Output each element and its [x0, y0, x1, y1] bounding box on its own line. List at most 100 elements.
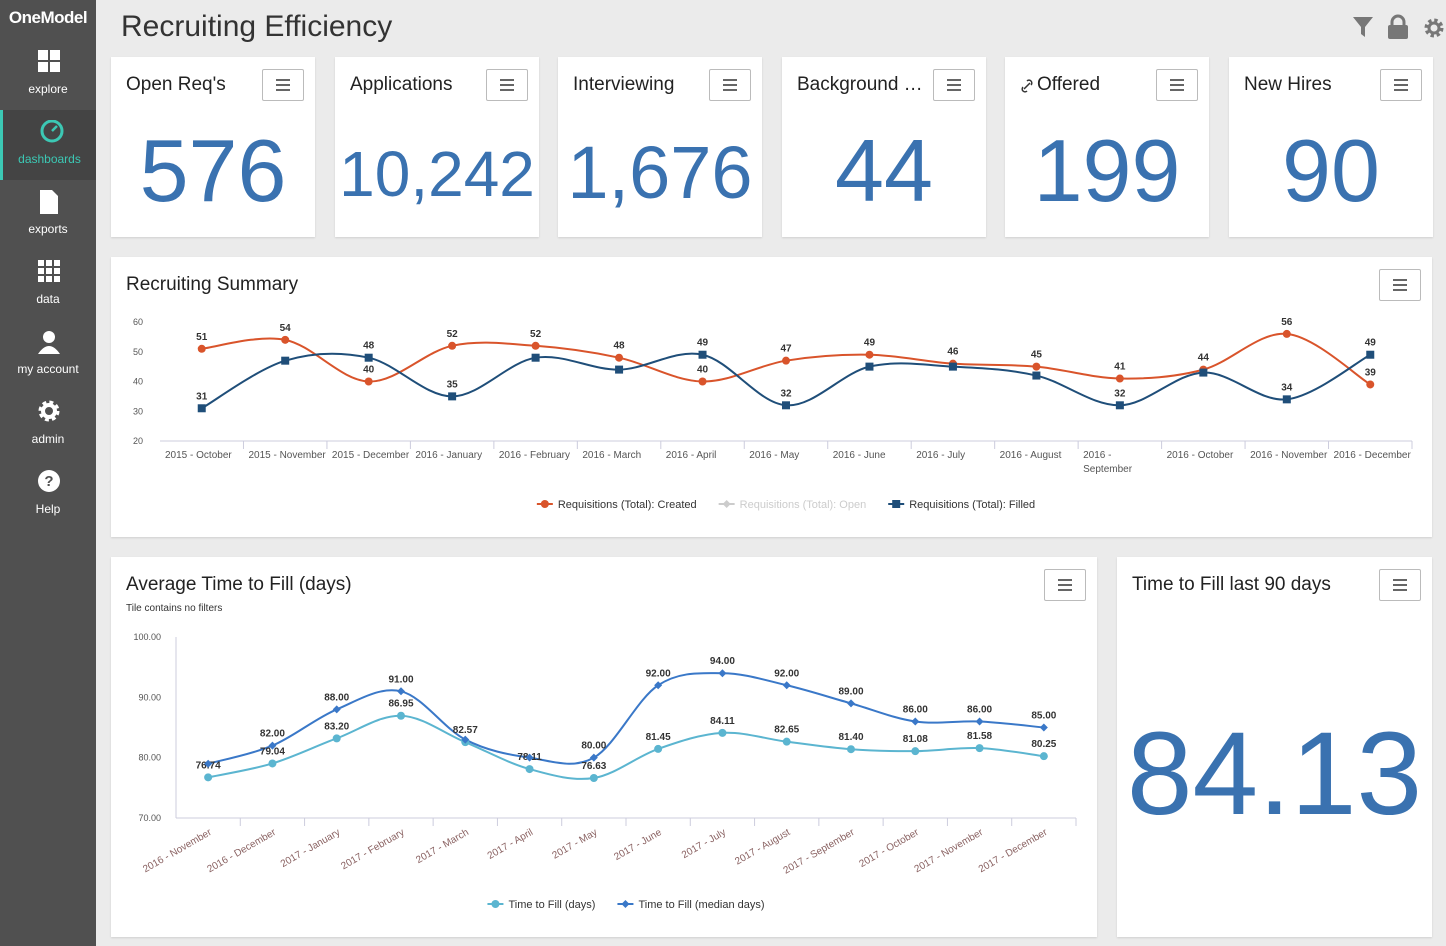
data-label: 92.00: [774, 668, 799, 679]
marker: [364, 377, 373, 386]
y-tick-label: 70.00: [138, 813, 161, 823]
data-label: 49: [1365, 338, 1377, 349]
summary-card: Recruiting Summary 20 30 40 50 60 2015 - Octo…: [111, 257, 1432, 537]
kpi-card: New Hires 90: [1229, 57, 1433, 237]
menu-button[interactable]: [1044, 569, 1086, 601]
marker: [448, 341, 457, 350]
x-tick-label-box: 2016 - March: [582, 450, 641, 461]
marker: [698, 377, 707, 386]
chart: 70.00 80.00 90.00 100.00 2016 - November2016…: [133, 632, 1077, 911]
marker: [1039, 752, 1048, 761]
y-tick-label: 80.00: [138, 753, 161, 763]
y-tick-label: 100.00: [133, 632, 161, 642]
x-tick-label-box: 2016 - December: [1334, 450, 1411, 461]
data-label: 41: [1114, 362, 1126, 373]
marker: [268, 759, 277, 768]
legend-label: Requisitions (Total): Filled: [909, 499, 1035, 511]
marker: [911, 717, 920, 726]
kpi-title: Background …: [797, 74, 923, 95]
data-label: 92.00: [646, 668, 671, 679]
y-tick-label: 90.00: [138, 692, 161, 702]
marker: [654, 681, 663, 690]
x-tick-label: 2016 - August: [999, 450, 1062, 461]
x-tick-label-box: 2016 - August: [999, 450, 1062, 461]
legend: Requisitions (Total): Created Requisition…: [536, 499, 1035, 511]
marker: [782, 681, 791, 690]
nav-label: data: [36, 292, 60, 306]
settings-icon[interactable]: [1424, 18, 1444, 38]
marker: [540, 500, 549, 508]
logo: OneModel: [8, 8, 88, 27]
lock-icon[interactable]: [1388, 25, 1408, 39]
legend-item[interactable]: Requisitions (Total): Created: [536, 499, 697, 511]
data-label: 81.58: [967, 731, 992, 742]
legend-item[interactable]: Requisitions (Total): Open: [718, 499, 867, 511]
nav-item[interactable]: dashboards: [0, 110, 96, 180]
marker: [332, 705, 341, 714]
data-label: 35: [447, 379, 459, 390]
marker: [1282, 395, 1291, 404]
legend: Time to Fill (days) Time to Fill (median …: [487, 899, 765, 911]
nav-item[interactable]: ? Help: [0, 460, 96, 530]
kpi-title: Offered: [1037, 74, 1101, 95]
marker: [525, 753, 534, 762]
time-to-fill-card: Average Time to Fill (days) Tile contain…: [111, 557, 1097, 937]
marker: [281, 356, 290, 365]
menu-button[interactable]: [1156, 69, 1198, 101]
menu-button[interactable]: [1379, 569, 1421, 601]
legend-item[interactable]: Requisitions (Total): Filled: [888, 499, 1035, 511]
x-tick-label-box: 2015 - October: [165, 450, 232, 461]
nav-item[interactable]: admin: [0, 390, 96, 460]
data-label: 82.65: [774, 725, 799, 736]
menu-button[interactable]: [486, 69, 528, 101]
y-tick-label: 20: [133, 436, 143, 446]
marker: [615, 365, 624, 374]
marker: [281, 335, 290, 344]
x-tick-label: 2016 - November: [1250, 450, 1328, 461]
card-title: Time to Fill last 90 days: [1132, 574, 1331, 595]
menu-button[interactable]: [933, 69, 975, 101]
data-label: 48: [363, 341, 375, 352]
nav-label: dashboards: [18, 152, 81, 166]
card-subtitle: Tile contains no filters: [126, 603, 223, 614]
marker: [782, 401, 790, 410]
kpi-value: 44: [835, 121, 933, 221]
data-label: 85.00: [1031, 711, 1056, 722]
data-label: 86.00: [903, 704, 928, 715]
marker: [1032, 371, 1041, 380]
menu-button[interactable]: [709, 69, 751, 101]
marker: [531, 353, 540, 362]
nav-item[interactable]: my account: [0, 320, 96, 390]
x-tick-label-box: 2016 - January: [415, 450, 482, 461]
x-tick-label: 2017 - August: [733, 827, 792, 867]
data-label: 79.04: [260, 746, 285, 757]
marker: [589, 773, 598, 782]
toolbar: [1353, 14, 1444, 39]
data-label: 47: [780, 344, 792, 355]
nav-icon: [38, 50, 60, 72]
nav-icon: [38, 400, 60, 422]
nav-item[interactable]: exports: [0, 180, 96, 250]
x-tick-label: 2015 - October: [165, 450, 232, 461]
marker: [718, 728, 727, 737]
kpi-card: Background … 44: [782, 57, 986, 237]
marker: [491, 900, 500, 908]
kpi-value: 1,676: [567, 131, 753, 215]
menu-button[interactable]: [262, 69, 304, 101]
legend-item[interactable]: Time to Fill (median days): [617, 899, 765, 911]
filter-icon[interactable]: [1353, 17, 1373, 37]
menu-button[interactable]: [1380, 69, 1422, 101]
menu-button[interactable]: [1379, 269, 1421, 301]
data-label: 40: [697, 365, 709, 376]
data-label: 86.00: [967, 704, 992, 715]
data-label: 82.57: [453, 725, 478, 736]
x-tick-label-box: 2015 - December: [331, 450, 410, 461]
nav-item[interactable]: data: [0, 250, 96, 320]
marker: [847, 699, 855, 708]
legend-item[interactable]: Time to Fill (days): [487, 899, 595, 911]
x-tick-label: 2015 - December: [331, 450, 410, 461]
x-tick-label-box: 2016 - April: [666, 450, 717, 461]
nav-item[interactable]: explore: [0, 40, 96, 110]
x-tick-label: 2017 - June: [612, 827, 664, 863]
